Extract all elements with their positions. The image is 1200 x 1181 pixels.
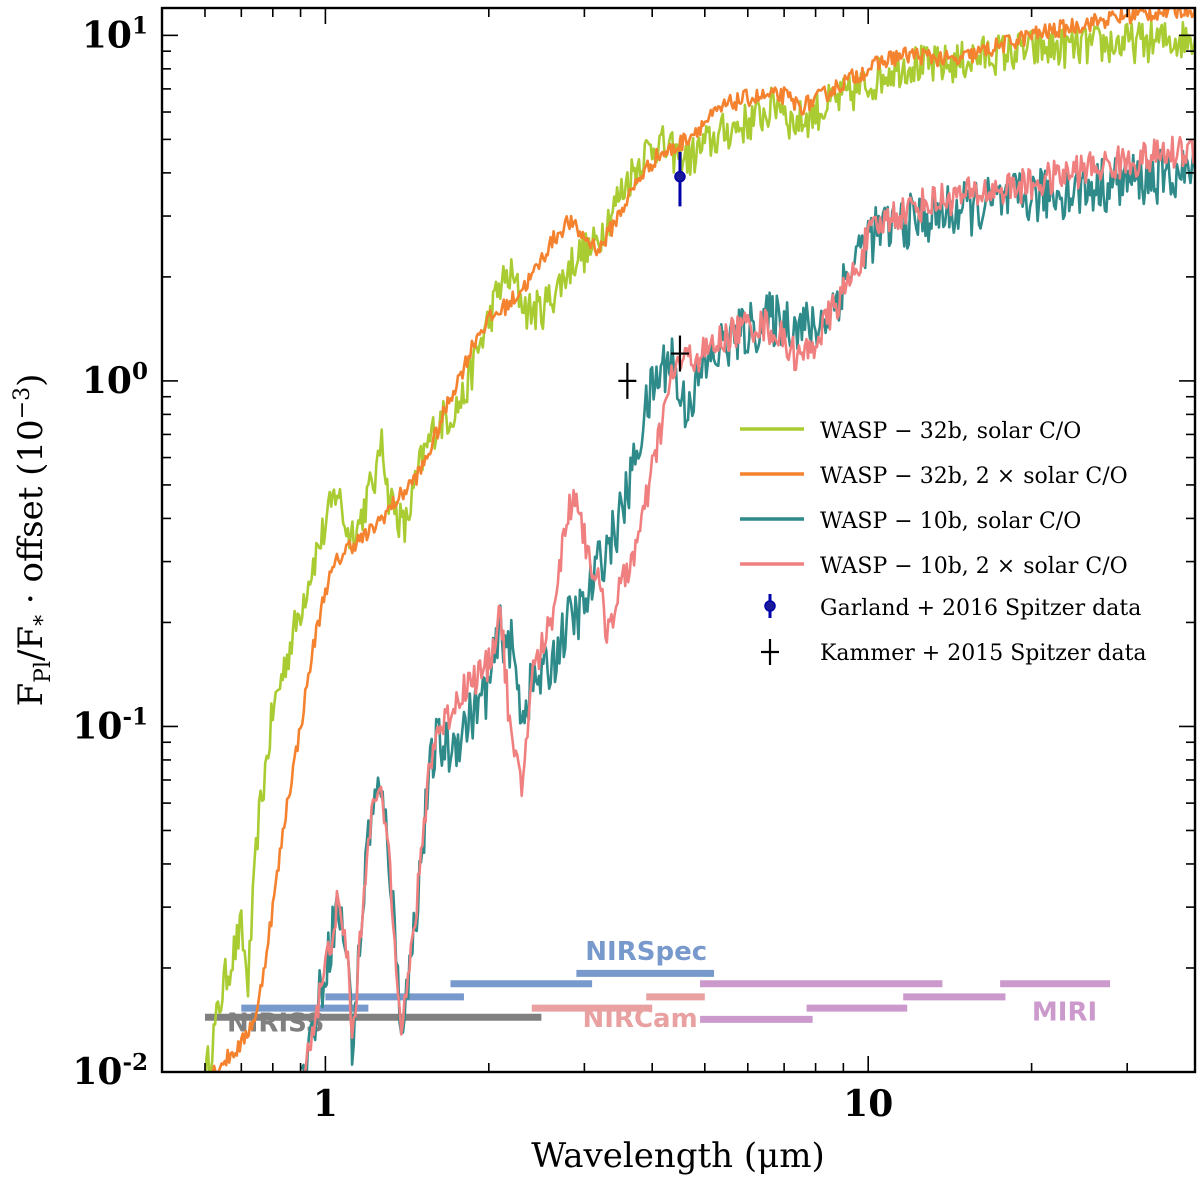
wasp-32b-2-solar-c-o-line <box>211 8 1195 1072</box>
miri-label: MIRI <box>1032 997 1097 1027</box>
x-tick-label: 10 <box>843 1083 893 1125</box>
legend-label-trail: solar C/O <box>1023 554 1127 579</box>
legend-label-wasp-32b-2-solar-c-o: WASP − 32b, 2 × solar C/O <box>820 464 1128 489</box>
garland-data-point <box>674 170 686 183</box>
legend-label-garland-2016-spitzer-data: Garland + 2016 Spitzer data <box>820 596 1141 621</box>
y-tick-label-exponent: 1 <box>132 12 148 39</box>
y-tick-label-exponent: -1 <box>122 703 148 730</box>
plot-frame <box>160 6 1197 1074</box>
legend-label-trail: solar C/O <box>977 419 1081 444</box>
y-tick-label-base: 10 <box>82 360 132 402</box>
legend-label-kammer-2015-spitzer-data: Kammer + 2015 Spitzer data <box>820 641 1147 666</box>
legend: WASP − 32b, solar C/O WASP − 32b, 2 × solar… <box>740 419 1147 666</box>
y-axis-title-rest: · offset (10 <box>11 419 51 615</box>
legend-marker-garland <box>764 600 776 612</box>
y-tick-label: 10-1 <box>72 703 148 747</box>
y-axis-title-close: ) <box>11 374 51 387</box>
legend-label-lead: WASP − 32b, 2 × <box>820 464 1015 489</box>
legend-label-trail: solar C/O <box>977 509 1081 534</box>
y-tick-label-exponent: -2 <box>122 1049 148 1076</box>
wasp-32b-solar-c-o-line <box>204 20 1195 1072</box>
y-tick-label-base: 10 <box>72 705 122 747</box>
observations-layer <box>618 151 689 399</box>
model-spectra-layer <box>204 8 1195 1072</box>
legend-label-lead: WASP − 32b, <box>820 419 969 444</box>
y-axis-title-slash: /F <box>11 626 51 661</box>
y-axis-title-exp: −3 <box>10 387 35 419</box>
legend-label-wasp-10b-solar-c-o: WASP − 10b, solar C/O <box>820 509 1081 534</box>
legend-label-trail: solar C/O <box>1023 464 1127 489</box>
legend-label-wasp-32b-solar-c-o: WASP − 32b, solar C/O <box>820 419 1081 444</box>
legend-label-lead: WASP − 10b, 2 × <box>820 554 1015 579</box>
y-tick-label-base: 10 <box>82 14 132 56</box>
y-axis-title-sub-star: * <box>31 615 56 626</box>
y-axis-title-main: F <box>11 683 51 707</box>
y-tick-label: 100 <box>82 358 148 402</box>
x-tick-label: 1 <box>313 1083 338 1125</box>
x-axis-title: Wavelength (μm) <box>531 1136 824 1176</box>
y-axis-title-sub-pl: Pl <box>31 661 56 683</box>
nircam-label: NIRCam <box>583 1004 698 1034</box>
y-tick-label-exponent: 0 <box>132 358 148 385</box>
wasp-10b-solar-c-o-line <box>300 148 1195 1072</box>
legend-label-lead: WASP − 10b, <box>820 509 969 534</box>
legend-label-wasp-10b-2-solar-c-o: WASP − 10b, 2 × solar C/O <box>820 554 1128 579</box>
nirspec-label: NIRSpec <box>585 937 707 967</box>
y-tick-label: 10-2 <box>72 1049 148 1093</box>
wasp-10b-2-solar-c-o-line <box>303 135 1195 1072</box>
y-tick-label-base: 10 <box>72 1051 122 1093</box>
y-tick-label: 101 <box>82 12 148 56</box>
y-axis-title: FPl/F* · offset (10−3) <box>10 374 56 707</box>
